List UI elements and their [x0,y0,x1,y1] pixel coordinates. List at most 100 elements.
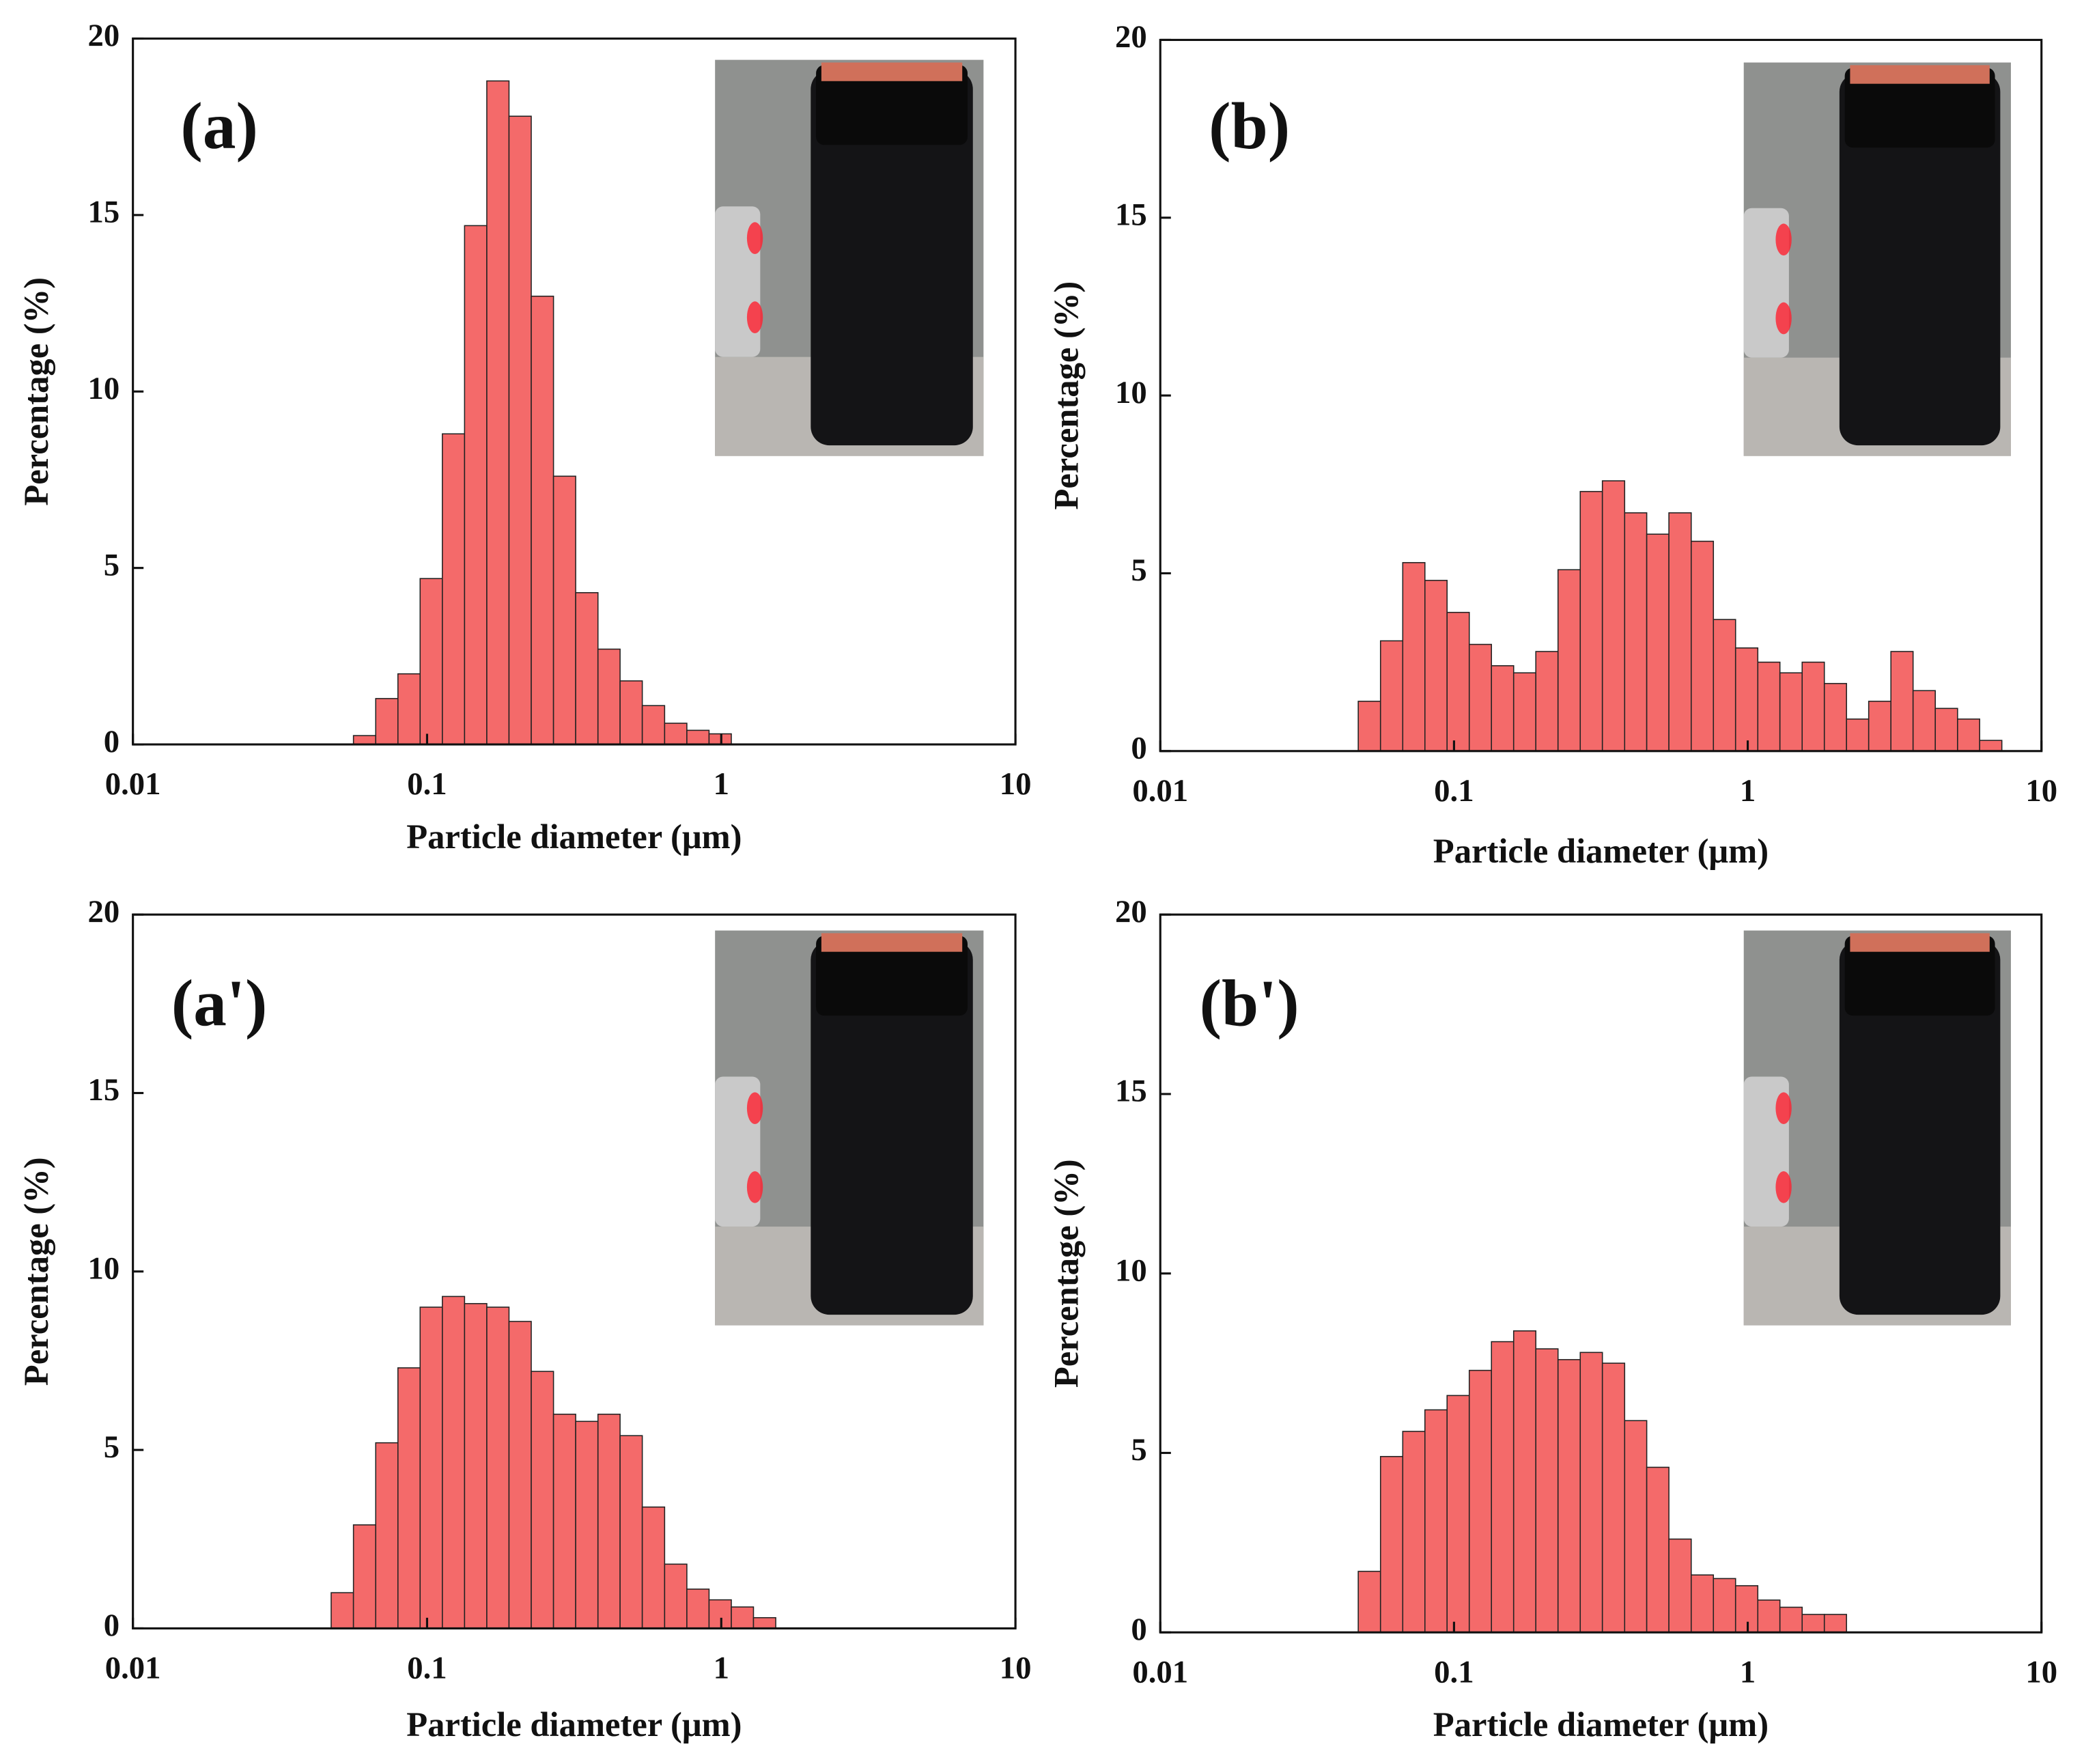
inset-laser [746,222,763,255]
bar [641,1506,666,1629]
x-tick-label: 0.1 [1434,1654,1474,1690]
inset-bottle [1839,941,2001,1315]
bar [1801,1614,1825,1634]
y-tick-label: 20 [1115,19,1147,55]
x-tick-label: 0.01 [105,1650,161,1685]
bar [1601,1362,1626,1634]
y-axis-label: Percentage (%) [1047,281,1085,510]
y-tick-label: 20 [87,894,119,929]
bar [552,475,576,745]
y-tick-label: 10 [87,1251,119,1287]
bar [664,1563,688,1629]
y-tick-label: 10 [1115,1252,1147,1288]
x-tick-label: 0.1 [407,766,447,802]
inset-label [1850,933,1990,952]
x-tick-label: 1 [714,766,729,802]
bar [464,1303,488,1629]
x-axis-label: Particle diameter (μm) [406,817,742,856]
inset-label [821,933,963,952]
bar [486,1306,510,1629]
inset-bottle [811,70,973,446]
y-tick-label: 10 [87,371,119,406]
panel-label: (a) [180,89,257,163]
x-tick-label: 10 [2025,1654,2057,1690]
inset-label [1850,65,1990,84]
bar [1446,611,1470,752]
bar [1424,580,1448,752]
x-axis-label: Particle diameter (μm) [406,1705,742,1744]
bar [1446,1395,1470,1634]
y-tick-label: 20 [1115,894,1147,929]
inset-bottle [811,941,973,1315]
bar [1668,512,1692,752]
bar [1357,1571,1381,1634]
y-tick-label: 10 [1115,375,1147,410]
y-tick-label: 5 [104,1429,119,1465]
panel-label: (a') [171,967,268,1041]
bar [352,735,377,745]
bar [1579,490,1603,752]
y-tick-label: 15 [1115,197,1147,232]
x-tick-label: 10 [2025,773,2057,809]
x-tick-label: 10 [1000,766,1032,802]
inset-laser [746,301,763,334]
bar [330,1592,354,1629]
y-tick-label: 0 [1131,1612,1146,1647]
y-axis-label: Percentage (%) [1047,1159,1085,1388]
y-tick-label: 5 [1131,552,1146,588]
y-axis-label: Percentage (%) [17,1157,55,1386]
bar [1757,661,1781,752]
bar [575,1420,599,1629]
bar [1402,562,1426,752]
inset-bottle [1839,73,2001,446]
panel-label: (b') [1200,967,1299,1041]
bar [1535,1348,1559,1634]
bar [1402,1431,1426,1634]
inset-laser [746,1092,763,1125]
bar [1890,651,1914,752]
bar [397,1367,421,1629]
bar [1579,1352,1603,1634]
bar [752,1616,776,1629]
bar [1823,1614,1847,1634]
bar [686,729,710,745]
inset-cap [816,936,968,1016]
bar [1757,1599,1781,1634]
bar [1979,740,2003,752]
bar [1690,540,1715,752]
bar [552,1414,576,1629]
inset-laser [1775,1092,1792,1125]
bar [1379,640,1404,752]
bar [686,1588,710,1629]
bar [619,1435,643,1629]
x-tick-label: 1 [1740,1654,1756,1690]
x-tick-label: 0.1 [1434,773,1474,809]
bar [1801,661,1825,752]
bar [397,673,421,745]
bar [1468,643,1492,752]
bar [1846,718,1870,752]
inset-cap [1844,936,1995,1016]
bar [575,592,599,745]
bar [1823,683,1847,752]
inset-laser [1775,223,1792,256]
bar [1912,690,1936,752]
bar [731,1606,755,1629]
bar [597,1414,621,1629]
bar [375,698,399,745]
x-tick-label: 0.01 [105,766,161,802]
bar [1468,1369,1492,1634]
bar [641,705,666,745]
bar [1512,672,1536,752]
inset-laser [746,1171,763,1203]
bar [1957,718,1980,752]
bar [1779,672,1803,752]
y-tick-label: 15 [87,1072,119,1108]
inset-cap [816,65,968,145]
bar [597,648,621,745]
y-tick-label: 15 [1115,1074,1147,1109]
bar [1424,1409,1448,1634]
panel-label: (b) [1209,89,1290,163]
bar [375,1442,399,1629]
y-tick-label: 0 [1131,730,1146,766]
